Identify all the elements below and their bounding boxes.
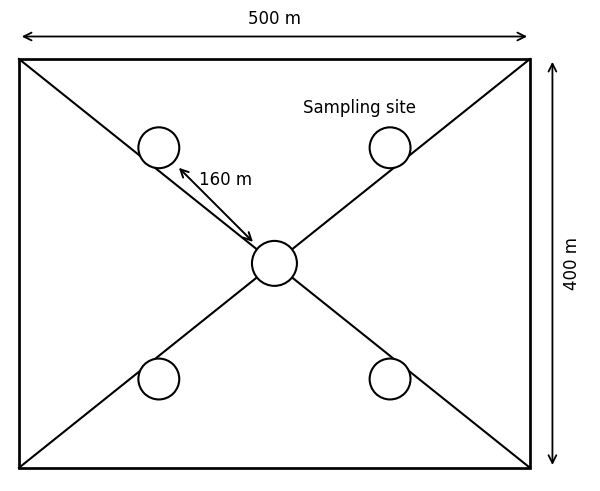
Circle shape: [139, 358, 179, 400]
Text: 160 m: 160 m: [199, 170, 253, 189]
Circle shape: [139, 127, 179, 168]
Circle shape: [370, 127, 410, 168]
Circle shape: [252, 241, 297, 286]
Circle shape: [370, 358, 410, 400]
Text: 400 m: 400 m: [563, 237, 581, 290]
Text: Sampling site: Sampling site: [303, 99, 416, 117]
Text: 500 m: 500 m: [248, 10, 301, 28]
Bar: [19, 59, 530, 468]
